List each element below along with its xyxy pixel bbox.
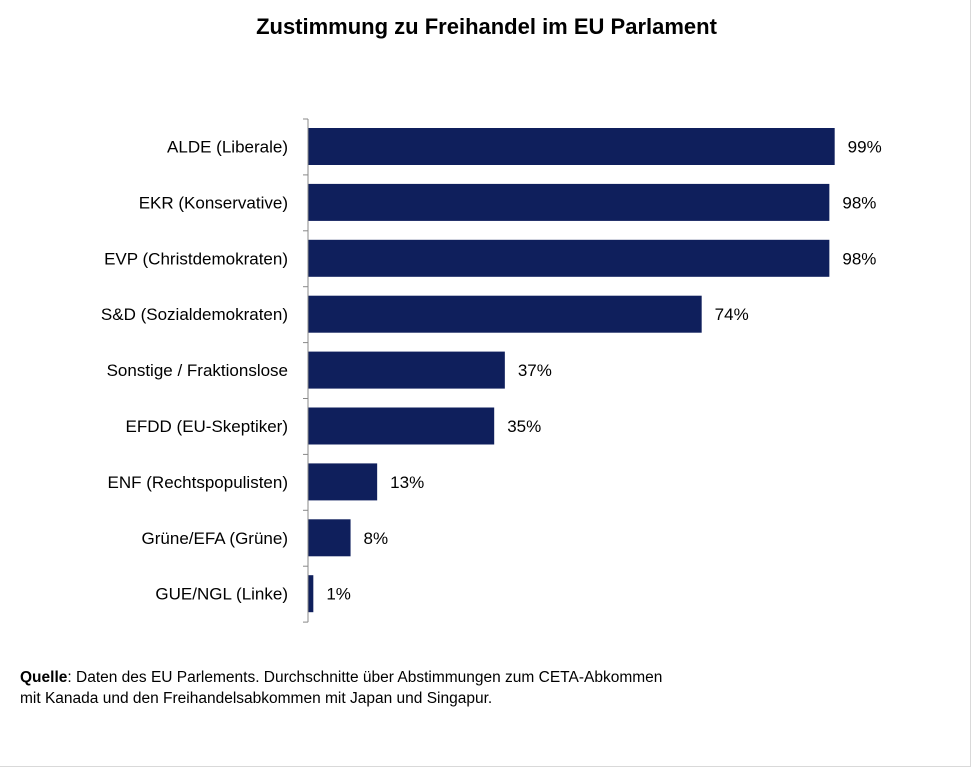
- category-label: S&D (Sozialdemokraten): [101, 305, 288, 324]
- value-label: 99%: [848, 138, 882, 157]
- value-label: 8%: [364, 529, 389, 548]
- y-axis: [303, 118, 309, 623]
- value-label: 74%: [715, 305, 749, 324]
- value-label: 35%: [507, 417, 541, 436]
- source-note: Quelle: Daten des EU Parlements. Durchsc…: [20, 667, 820, 709]
- source-label: Quelle: [20, 669, 68, 686]
- chart-title: Zustimmung zu Freihandel im EU Parlament: [256, 14, 717, 39]
- category-label: EVP (Christdemokraten): [104, 249, 288, 268]
- value-label: 98%: [842, 249, 876, 268]
- category-label: ENF (Rechtspopulisten): [108, 473, 288, 492]
- bar-8: [308, 575, 314, 613]
- category-label: EKR (Konservative): [139, 193, 288, 212]
- value-label: 98%: [842, 193, 876, 212]
- category-label: Sonstige / Fraktionslose: [107, 361, 288, 380]
- source-text: : Daten des EU Parlements. Durchschnitte…: [67, 669, 663, 686]
- bar-3: [308, 295, 702, 333]
- value-label: 1%: [326, 585, 351, 604]
- category-label: GUE/NGL (Linke): [155, 585, 288, 604]
- bar-2: [308, 239, 830, 277]
- bar-0: [308, 128, 835, 165]
- bar-1: [308, 183, 830, 221]
- value-label: 13%: [390, 473, 424, 492]
- category-label: Grüne/EFA (Grüne): [142, 529, 288, 548]
- bar-6: [308, 463, 378, 501]
- value-label: 37%: [518, 361, 552, 380]
- category-label: EFDD (EU-Skeptiker): [126, 417, 288, 436]
- bar-5: [308, 407, 495, 445]
- source-text-line2: mit Kanada und den Freihandelsabkommen m…: [20, 690, 493, 707]
- bars-group: ALDE (Liberale) 99% EKR (Konservative) 98% E…: [101, 128, 882, 613]
- bar-4: [308, 351, 505, 389]
- bar-chart: ALDE (Liberale) 99% EKR (Konservative) 98% E…: [101, 118, 882, 623]
- bar-7: [308, 519, 351, 557]
- category-label: ALDE (Liberale): [167, 138, 288, 157]
